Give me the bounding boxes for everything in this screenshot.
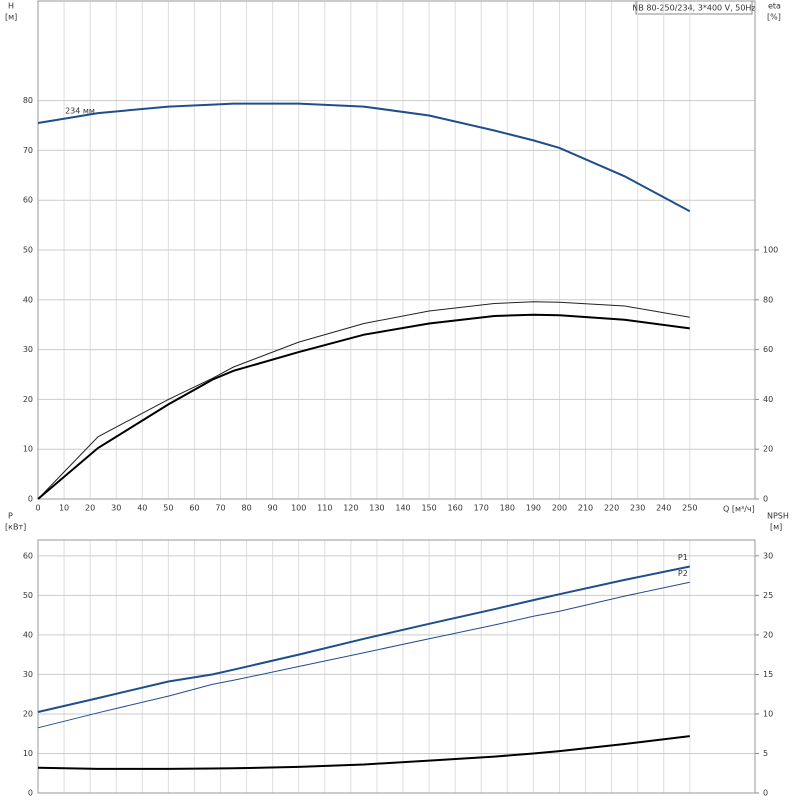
y-tick-label: 60 <box>23 196 33 205</box>
y-tick-label: 0 <box>28 495 33 504</box>
y-tick-label: 30 <box>23 670 33 679</box>
y2-tick-label: 0 <box>763 495 768 504</box>
y-axis-unit: [м] <box>5 13 17 22</box>
x-tick-label: 40 <box>137 504 147 513</box>
series-line <box>37 565 691 713</box>
y-tick-label: 10 <box>23 445 33 454</box>
x-tick-label: 60 <box>189 504 199 513</box>
y-tick-label: 80 <box>23 96 33 105</box>
x-tick-label: 160 <box>448 504 463 513</box>
x-tick-label: 30 <box>111 504 121 513</box>
y-tick-label: 30 <box>23 345 33 354</box>
plot-frame <box>37 0 756 500</box>
x-tick-label: 100 <box>291 504 306 513</box>
y-tick-label: 40 <box>23 630 33 639</box>
y-tick-label: 50 <box>23 591 33 600</box>
chart-title: NB 80-250/234, 3*400 V, 50Hz <box>632 4 755 13</box>
y-axis-label: P <box>8 512 13 521</box>
y2-axis-label: NPSH <box>767 512 789 521</box>
y-tick-label: 60 <box>23 551 33 560</box>
y-axis-label: H <box>8 2 14 11</box>
x-tick-label: 230 <box>630 504 645 513</box>
series-line <box>37 102 691 213</box>
x-tick-label: 250 <box>682 504 697 513</box>
y-axis-unit: [кВт] <box>5 523 26 532</box>
x-tick-label: 20 <box>85 504 95 513</box>
x-tick-label: 220 <box>604 504 619 513</box>
series-line <box>37 301 690 500</box>
series-label: 234 мм <box>65 107 95 116</box>
x-tick-label: 10 <box>59 504 69 513</box>
x-tick-label: 200 <box>552 504 567 513</box>
y2-tick-label: 5 <box>763 749 768 758</box>
y2-tick-label: 20 <box>763 445 773 454</box>
x-tick-label: 140 <box>395 504 410 513</box>
x-tick-label: 0 <box>35 504 40 513</box>
x-tick-label: 130 <box>369 504 384 513</box>
x-tick-label: 210 <box>578 504 593 513</box>
x-tick-label: 110 <box>317 504 332 513</box>
y-tick-label: 10 <box>23 749 33 758</box>
x-tick-label: 120 <box>343 504 358 513</box>
y2-tick-label: 40 <box>763 395 773 404</box>
x-tick-label: 180 <box>500 504 515 513</box>
y2-axis-unit: [м] <box>770 523 782 532</box>
series-line <box>37 313 690 500</box>
y-tick-label: 0 <box>28 789 33 798</box>
series-label: P2 <box>678 569 688 578</box>
x-tick-label: 90 <box>268 504 278 513</box>
series-label: P1 <box>678 553 688 562</box>
x-tick-label: 190 <box>526 504 541 513</box>
series-line <box>37 581 690 729</box>
x-tick-label: 240 <box>656 504 671 513</box>
y2-tick-label: 100 <box>763 246 778 255</box>
y-tick-label: 50 <box>23 246 33 255</box>
x-tick-label: 170 <box>474 504 489 513</box>
y-tick-label: 20 <box>23 395 33 404</box>
y2-tick-label: 25 <box>763 591 773 600</box>
x-tick-label: 150 <box>421 504 436 513</box>
y2-axis-label: eta <box>768 2 781 11</box>
x-tick-label: 50 <box>163 504 173 513</box>
plot-frame <box>37 539 756 794</box>
y2-tick-label: 20 <box>763 630 773 639</box>
y2-tick-label: 0 <box>763 789 768 798</box>
y2-tick-label: 10 <box>763 709 773 718</box>
y-tick-label: 40 <box>23 295 33 304</box>
y2-axis-unit: [%] <box>767 13 781 22</box>
y-tick-label: 20 <box>23 709 33 718</box>
y2-tick-label: 60 <box>763 345 773 354</box>
y2-tick-label: 15 <box>763 670 773 679</box>
y2-tick-label: 80 <box>763 295 773 304</box>
x-axis-label: Q [м³/ч] <box>723 505 755 514</box>
y2-tick-label: 30 <box>763 551 773 560</box>
x-tick-label: 70 <box>215 504 225 513</box>
x-tick-label: 80 <box>241 504 251 513</box>
y-tick-label: 70 <box>23 146 33 155</box>
series-line <box>37 735 690 770</box>
